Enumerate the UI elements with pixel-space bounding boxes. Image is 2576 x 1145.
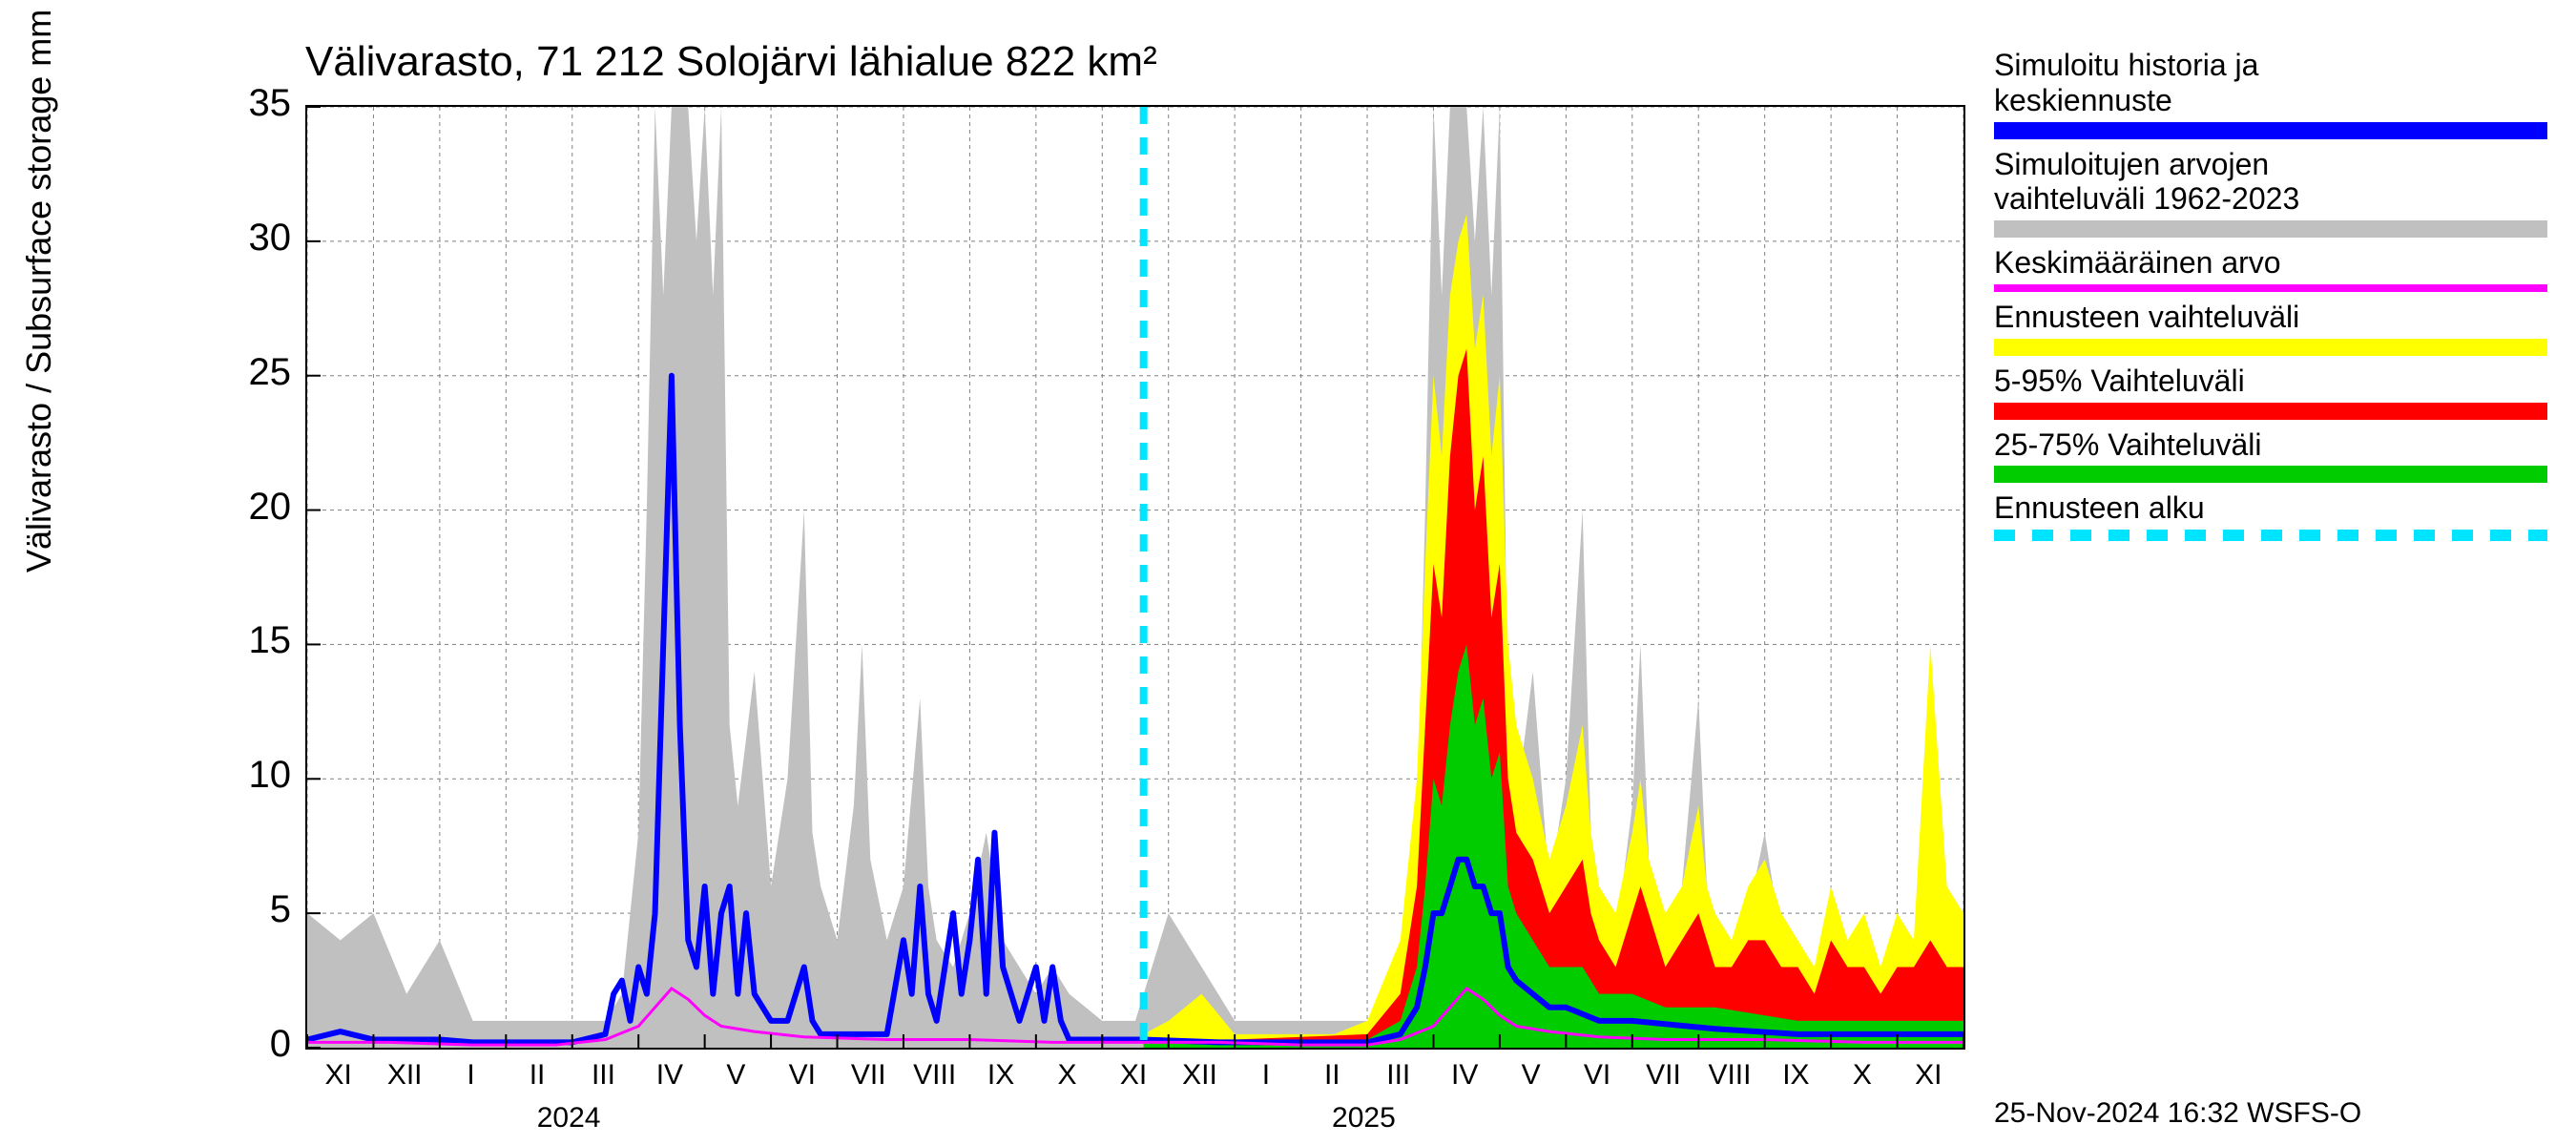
y-tick-label: 35 bbox=[196, 82, 291, 125]
legend-text: 25-75% Vaihteluväli bbox=[1994, 427, 2547, 463]
y-tick-label: 25 bbox=[196, 351, 291, 394]
x-tick-label: VII bbox=[844, 1059, 892, 1092]
legend-swatch bbox=[1994, 339, 2547, 356]
legend-swatch bbox=[1994, 284, 2547, 292]
legend-swatch bbox=[1994, 122, 2547, 139]
y-tick-label: 30 bbox=[196, 217, 291, 260]
plot-area bbox=[305, 105, 1965, 1050]
legend-swatch bbox=[1994, 403, 2547, 420]
x-tick-label: III bbox=[579, 1059, 627, 1092]
footer-timestamp: 25-Nov-2024 16:32 WSFS-O bbox=[1994, 1097, 2361, 1130]
x-tick-label: II bbox=[1308, 1059, 1356, 1092]
x-tick-label: XI bbox=[1110, 1059, 1157, 1092]
x-tick-label: XII bbox=[381, 1059, 428, 1092]
legend-swatch bbox=[1994, 220, 2547, 238]
x-tick-label: IX bbox=[977, 1059, 1025, 1092]
legend-text: Ennusteen alku bbox=[1994, 490, 2547, 526]
y-axis-label: Välivarasto / Subsurface storage mm bbox=[19, 10, 59, 572]
legend-text: keskiennuste bbox=[1994, 83, 2547, 118]
chart-container: Välivarasto / Subsurface storage mm Väli… bbox=[0, 0, 2576, 1145]
legend-text: vaihteluväli 1962-2023 bbox=[1994, 181, 2547, 217]
legend: Simuloitu historia jakeskiennusteSimuloi… bbox=[1994, 48, 2547, 549]
legend-item: Simuloitu historia jakeskiennuste bbox=[1994, 48, 2547, 139]
y-tick-label: 20 bbox=[196, 486, 291, 529]
x-tick-label: II bbox=[513, 1059, 561, 1092]
legend-text: Simuloitu historia ja bbox=[1994, 48, 2547, 83]
x-tick-label: IV bbox=[646, 1059, 694, 1092]
year-label: 2024 bbox=[537, 1102, 601, 1135]
x-tick-label: VIII bbox=[911, 1059, 959, 1092]
x-tick-label: I bbox=[447, 1059, 495, 1092]
x-tick-label: VI bbox=[779, 1059, 826, 1092]
x-tick-label: XI bbox=[315, 1059, 363, 1092]
chart-title: Välivarasto, 71 212 Solojärvi lähialue 8… bbox=[305, 38, 1157, 86]
x-tick-label: VII bbox=[1640, 1059, 1688, 1092]
legend-swatch bbox=[1994, 466, 2547, 483]
x-tick-label: IX bbox=[1772, 1059, 1819, 1092]
year-label: 2025 bbox=[1332, 1102, 1396, 1135]
legend-text: Simuloitujen arvojen bbox=[1994, 147, 2547, 182]
x-tick-label: XII bbox=[1175, 1059, 1223, 1092]
legend-text: 5-95% Vaihteluväli bbox=[1994, 364, 2547, 399]
x-tick-label: XI bbox=[1904, 1059, 1952, 1092]
y-tick-label: 5 bbox=[196, 888, 291, 931]
x-tick-label: IV bbox=[1441, 1059, 1488, 1092]
legend-item: Keskimääräinen arvo bbox=[1994, 245, 2547, 292]
legend-text: Ennusteen vaihteluväli bbox=[1994, 300, 2547, 335]
legend-item: Simuloitujen arvojenvaihteluväli 1962-20… bbox=[1994, 147, 2547, 239]
x-tick-label: X bbox=[1044, 1059, 1091, 1092]
x-tick-label: V bbox=[1507, 1059, 1555, 1092]
legend-item: Ennusteen vaihteluväli bbox=[1994, 300, 2547, 356]
legend-item: 5-95% Vaihteluväli bbox=[1994, 364, 2547, 420]
x-tick-label: VI bbox=[1573, 1059, 1621, 1092]
y-tick-label: 0 bbox=[196, 1023, 291, 1066]
x-tick-label: I bbox=[1242, 1059, 1290, 1092]
plot-svg bbox=[307, 107, 1963, 1048]
legend-item: Ennusteen alku bbox=[1994, 490, 2547, 541]
legend-swatch bbox=[1994, 530, 2547, 541]
x-tick-label: VIII bbox=[1706, 1059, 1754, 1092]
y-tick-label: 15 bbox=[196, 619, 291, 662]
x-tick-label: III bbox=[1375, 1059, 1423, 1092]
legend-text: Keskimääräinen arvo bbox=[1994, 245, 2547, 281]
legend-item: 25-75% Vaihteluväli bbox=[1994, 427, 2547, 484]
x-tick-label: X bbox=[1839, 1059, 1886, 1092]
y-tick-label: 10 bbox=[196, 754, 291, 797]
x-tick-label: V bbox=[712, 1059, 759, 1092]
